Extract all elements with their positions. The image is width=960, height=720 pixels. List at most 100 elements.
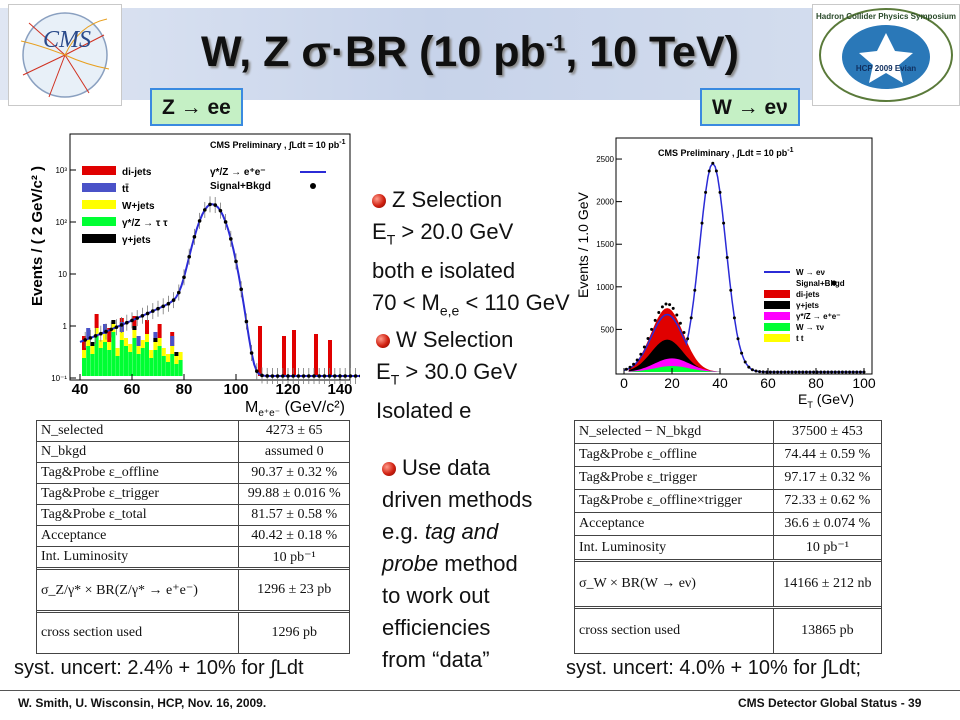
hist-bar [98,340,103,348]
hist-bar [103,334,107,342]
table-row: Tag&Probe ε_total 81.57 ± 0.58 % [37,505,349,526]
hist-bar [107,350,112,376]
data-point [722,221,726,225]
z-ylabel: Events / ( 2 GeV/c² ) [30,166,46,306]
data-point [855,370,859,374]
data-point [718,190,722,194]
z-selection-block: Z Selection ET > 20.0 GeV both e isolate… [372,184,602,327]
x-tick-label: 60 [124,381,141,398]
hist-bar [90,346,95,354]
legend-swatch [764,334,790,342]
legend-label: W → eν [796,268,825,277]
data-point [145,311,150,316]
data-point [700,221,704,225]
x-tick-label: 100 [852,375,876,391]
data-point [693,288,697,292]
data-point [851,370,855,374]
w-channel-tag: W → eν [700,88,800,126]
z-selection-et: ET > 20.0 GeV [372,219,514,248]
hist-bar [90,354,95,376]
table-cell-label: σ_W × BR(W → eν) [575,561,774,606]
table-cell-value: 97.17 ± 0.32 % [784,470,871,486]
table-row: Acceptance 40.42 ± 0.18 % [37,526,349,547]
zee-area [628,358,720,372]
data-point [740,351,744,355]
w-xlabel: ET (GeV) [798,391,854,410]
hist-bar [82,336,86,350]
y-tick-label: 2500 [596,155,614,164]
table-cell-label: cross section used [575,608,774,653]
data-point [776,370,780,374]
table-cell-value: 4273 ± 65 [265,423,323,438]
legend-swatch [82,200,116,209]
table-row: Int. Luminosity 10 pb⁻¹ [575,536,881,562]
hist-bar [145,334,149,342]
x-tick-label: 40 [72,381,89,398]
table-cell-value: assumed 0 [264,444,324,459]
hist-bar [145,342,149,376]
legend-swatch [831,280,837,286]
legend-swatch [310,183,316,189]
data-point [642,345,646,349]
data-point [819,370,823,374]
data-point [177,290,181,295]
hist-bar [111,320,116,324]
data-point [660,305,664,309]
data-point [812,370,816,374]
hist-bar [153,338,158,342]
data-point [182,275,186,280]
table-cell-label: Int. Luminosity [575,536,774,559]
data-point [249,351,254,355]
table-cell-label: Acceptance [37,526,240,546]
table-row: Tag&Probe ε_offline 74.44 ± 0.59 % [575,444,881,468]
title-band [0,8,960,100]
data-point [88,336,93,340]
data-point [213,203,217,207]
data-point [239,287,243,292]
hist-bar [107,328,112,342]
data-point [353,374,358,378]
wtaunu-area [628,366,720,372]
y-tick-label: 10 [58,270,67,279]
legend-label: γ+jets [122,235,151,246]
z-plot-label: CMS Preliminary , ∫Ldt = 10 pb-1 [210,139,346,150]
hist-bar [149,358,154,376]
hist-bar [174,352,179,356]
hist-bar [119,340,124,376]
table-cell-label: N_selected [37,421,240,441]
data-point [234,259,238,264]
x-tick-label: 120 [275,381,300,398]
w-plot-label: CMS Preliminary , ∫Ldt = 10 pb-1 [658,147,794,158]
legend-label: di-jets [796,290,820,299]
data-point [711,161,715,165]
x-tick-label: 60 [760,375,776,391]
hist-bar [170,354,175,376]
legend-label: W+jets [122,201,155,212]
hist-bar [153,350,158,376]
data-point [844,370,848,374]
w-ylabel: Events / 1.0 GeV [575,192,591,298]
table-cell-label: Tag&Probe ε_offline [37,463,240,483]
data-point [327,374,332,378]
table-row: σ_W × BR(W → eν) 14166 ± 212 nb [575,561,881,609]
data-point [732,316,736,320]
w-selection-heading: W Selection [396,327,514,352]
data-point [858,370,862,374]
table-cell-label: Int. Luminosity [37,547,240,567]
gammajets-area [628,339,720,372]
legend-swatch [82,217,116,226]
data-point [359,374,363,378]
data-point [119,323,124,327]
data-point [786,370,790,374]
data-point [668,303,672,307]
data-point [664,302,668,306]
title-tail: , 10 TeV) [565,28,739,76]
hist-bar [166,362,170,376]
table-cell-value: 1296 pb [271,625,317,640]
table-cell-label: Tag&Probe ε_total [37,505,240,525]
data-point [794,370,798,374]
table-row: Tag&Probe ε_trigger 97.17 ± 0.32 % [575,467,881,491]
data-point [671,306,675,310]
data-point [161,304,165,309]
data-point [125,320,129,325]
